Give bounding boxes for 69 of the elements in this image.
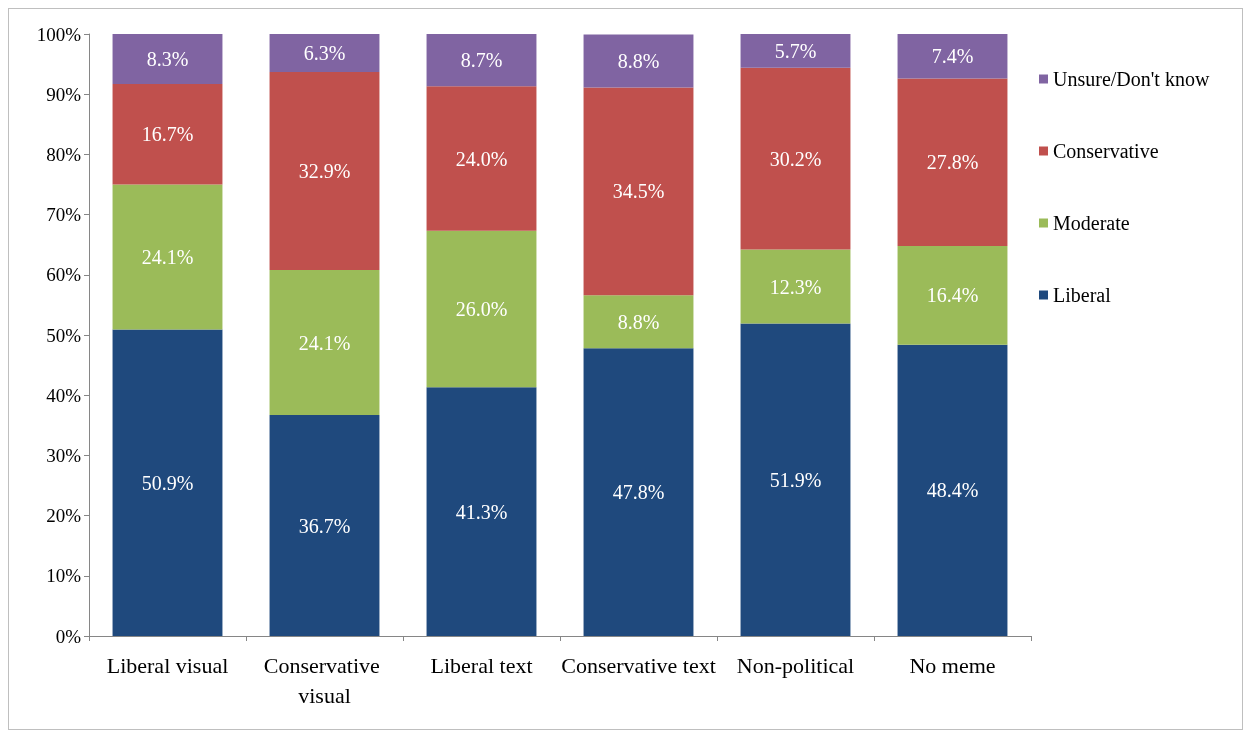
data-label: 47.8% [612, 481, 665, 504]
y-tick-label: 70% [46, 204, 82, 226]
y-tick-label: 60% [46, 264, 82, 286]
bar [740, 249, 851, 324]
x-tick-label: Non-political [736, 652, 855, 678]
bar [583, 87, 694, 296]
data-label: 12.3% [769, 275, 822, 298]
x-tick-label: Conservative visual [263, 652, 386, 708]
y-tick-label: 40% [46, 384, 82, 406]
data-label: 8.3% [146, 47, 189, 70]
data-label: 6.3% [303, 41, 346, 64]
data-label: 51.9% [769, 468, 822, 491]
y-tick-label: 80% [46, 143, 82, 165]
bar [740, 67, 851, 250]
bar [426, 230, 537, 388]
data-label: 41.3% [455, 500, 508, 523]
bar [740, 34, 851, 68]
bar [426, 34, 537, 87]
x-tick-label: No meme [909, 652, 996, 678]
data-label: 34.5% [612, 180, 665, 203]
bar [269, 415, 380, 636]
data-label: 30.2% [769, 147, 822, 170]
bar [583, 348, 694, 636]
data-label: 36.7% [298, 514, 351, 537]
y-tick-label: 30% [46, 444, 82, 466]
y-tick-label: 100% [36, 23, 82, 45]
bar [269, 34, 380, 72]
data-label: 27.8% [926, 151, 979, 174]
bar [897, 245, 1008, 345]
bar [269, 269, 380, 416]
bar [583, 34, 694, 88]
legend-label: Conservative [1053, 140, 1159, 162]
data-label: 26.0% [455, 298, 508, 321]
data-label: 5.7% [774, 39, 817, 62]
data-label: 50.9% [141, 471, 194, 494]
bar [112, 184, 223, 330]
bar [112, 34, 223, 84]
data-label: 24.1% [298, 331, 351, 354]
data-label: 24.1% [141, 246, 194, 269]
data-label: 32.9% [298, 159, 351, 182]
bar [426, 86, 537, 231]
data-label: 16.4% [926, 284, 979, 307]
bar [583, 295, 694, 349]
data-label: 8.8% [617, 310, 660, 333]
legend-label: Liberal [1053, 284, 1112, 306]
bar [897, 34, 1008, 79]
data-label: 8.8% [617, 50, 660, 73]
bar [740, 323, 851, 636]
data-label: 16.7% [141, 123, 194, 146]
data-label: 48.4% [926, 479, 979, 502]
y-tick-label: 90% [46, 83, 82, 105]
data-label: 24.0% [455, 147, 508, 170]
bar [112, 83, 223, 185]
bar [897, 344, 1008, 636]
x-tick-label: Liberal visual [106, 652, 229, 678]
y-tick-label: 10% [46, 565, 82, 587]
bar [426, 387, 537, 636]
y-tick-label: 0% [55, 625, 82, 647]
y-tick-label: 20% [46, 505, 82, 527]
x-tick-label: Conservative text [561, 652, 716, 678]
data-label: 7.4% [931, 45, 974, 68]
bar [112, 329, 223, 636]
data-label: 8.7% [460, 49, 503, 72]
x-tick-label: Liberal text [430, 652, 533, 678]
legend-label: Unsure/Don't know [1053, 68, 1210, 90]
y-tick-label: 50% [46, 324, 82, 346]
bar [269, 71, 380, 270]
legend-label: Moderate [1053, 212, 1130, 234]
bar [897, 78, 1008, 246]
